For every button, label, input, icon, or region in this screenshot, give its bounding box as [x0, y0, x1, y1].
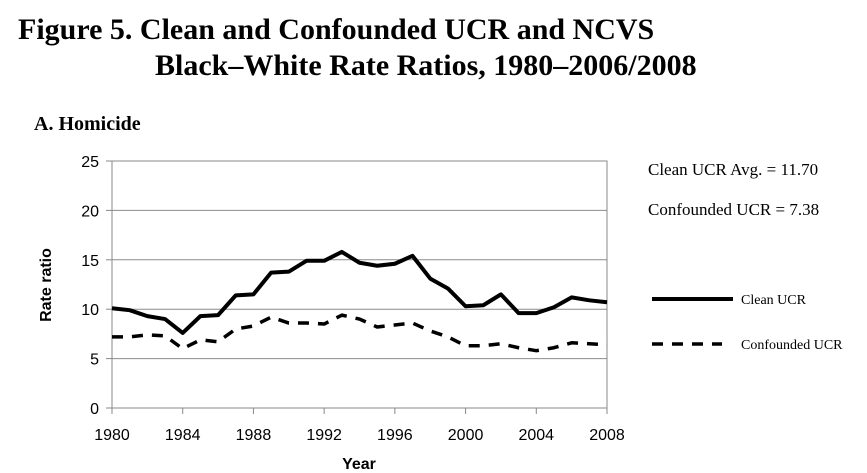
x-axis-ticks: 1980 1984 1988 1992 1996 2000 2004 2008 — [94, 408, 625, 444]
y-axis-ticks: 0 5 10 15 20 25 — [81, 154, 112, 418]
y-tick-label: 10 — [81, 302, 99, 319]
x-tick-label: 1984 — [165, 427, 201, 444]
figure-title: Figure 5. Clean and Confounded UCR and N… — [18, 12, 697, 84]
confounded-ucr-average: Confounded UCR = 7.38 — [648, 200, 820, 219]
y-tick-label: 20 — [81, 203, 99, 220]
y-tick-label: 0 — [90, 401, 99, 418]
x-axis-label: Year — [342, 456, 376, 473]
y-tick-label: 25 — [81, 154, 99, 171]
series-line-clean-ucr — [111, 249, 608, 335]
x-tick-label: 1988 — [236, 427, 272, 444]
x-tick-label: 1992 — [306, 427, 342, 444]
plot-area — [111, 160, 608, 409]
x-tick-label: 2004 — [518, 427, 554, 444]
panel-title: A. Homicide — [34, 113, 141, 135]
figure-title-line-1: Figure 5. Clean and Confounded UCR and N… — [18, 13, 655, 46]
series-lines — [111, 249, 608, 353]
figure-title-line-2: Black–White Rate Ratios, 1980–2006/2008 — [155, 49, 697, 82]
legend: Clean UCR Confounded UCR — [652, 293, 843, 353]
series-line-confounded-ucr — [112, 313, 608, 353]
y-tick-label: 15 — [81, 253, 99, 270]
gridlines — [112, 209, 607, 360]
x-tick-label: 1980 — [94, 427, 130, 444]
y-tick-label: 5 — [90, 352, 99, 369]
x-tick-label: 2008 — [589, 427, 625, 444]
x-tick-label: 1996 — [377, 427, 413, 444]
legend-label: Confounded UCR — [741, 338, 843, 353]
clean-ucr-average: Clean UCR Avg. = 11.70 — [648, 160, 819, 179]
y-axis-label: Rate ratio — [38, 248, 55, 322]
x-tick-label: 2000 — [448, 427, 484, 444]
legend-label: Clean UCR — [741, 293, 807, 308]
